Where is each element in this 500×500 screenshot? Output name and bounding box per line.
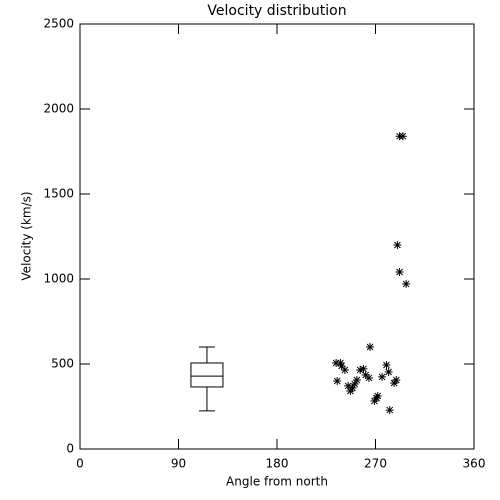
- point: [337, 362, 346, 371]
- point: [382, 361, 391, 370]
- point: [340, 365, 349, 374]
- point: [373, 391, 382, 400]
- point: [350, 380, 359, 389]
- point: [390, 379, 399, 388]
- y-tick-label: 500: [51, 357, 74, 371]
- point: [384, 367, 393, 376]
- point: [372, 394, 381, 402]
- point: [336, 358, 345, 367]
- point: [333, 377, 342, 385]
- y-tick-label: 1500: [43, 187, 74, 201]
- y-tick-label: 2000: [43, 102, 74, 116]
- point: [393, 241, 402, 249]
- point: [361, 371, 370, 380]
- point: [359, 364, 368, 373]
- chart-title: Velocity distribution: [207, 3, 346, 19]
- point: [348, 383, 357, 392]
- point: [364, 373, 373, 382]
- point: [385, 406, 394, 415]
- x-tick-label: 0: [76, 457, 84, 471]
- plot-frame: [79, 23, 475, 450]
- point: [344, 381, 353, 390]
- x-tick-label: 180: [266, 457, 289, 471]
- point: [398, 132, 407, 141]
- y-tick-label: 0: [66, 442, 74, 456]
- y-tick-label: 1000: [43, 272, 74, 286]
- point: [356, 365, 365, 374]
- y-tick-label: 2500: [43, 17, 74, 31]
- point: [370, 397, 379, 406]
- point: [366, 343, 375, 351]
- x-tick-label: 270: [364, 457, 387, 471]
- point: [392, 375, 401, 384]
- y-axis-label: Velocity (km/s): [20, 191, 34, 280]
- point: [395, 268, 404, 277]
- point: [352, 375, 361, 384]
- point: [346, 387, 355, 396]
- x-tick-label: 90: [171, 457, 186, 471]
- x-tick-label: 360: [463, 457, 486, 471]
- point: [378, 372, 387, 381]
- box-body: [190, 362, 224, 388]
- point: [402, 279, 411, 288]
- x-axis-label: Angle from north: [226, 475, 328, 489]
- point: [332, 358, 341, 367]
